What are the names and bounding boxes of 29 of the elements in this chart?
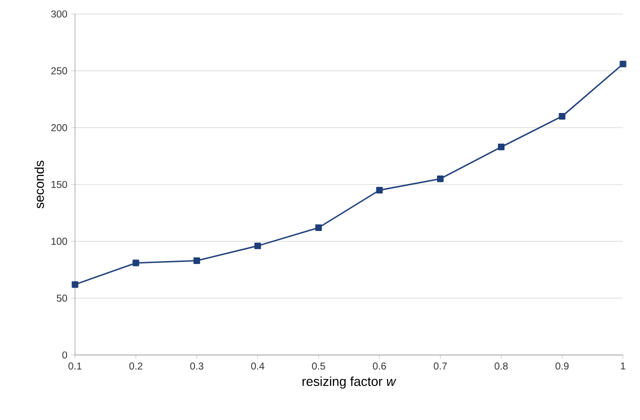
point xyxy=(254,242,261,250)
y-tick-label: 100 xyxy=(52,238,68,245)
x-tick-label: 0.9 xyxy=(556,362,569,370)
point xyxy=(376,186,383,194)
x-tick-label: 0.2 xyxy=(129,362,142,370)
point xyxy=(558,112,566,120)
y-axis-title: seconds xyxy=(34,160,44,208)
x-tick-label: 0.4 xyxy=(251,362,264,370)
point xyxy=(193,257,200,264)
y-tick-label: 200 xyxy=(51,124,68,132)
y-tick-label: 0 xyxy=(62,351,68,359)
point xyxy=(620,60,626,68)
x-tick-label: 0.1 xyxy=(68,362,82,370)
x-tick-label: 0.8 xyxy=(494,362,508,370)
point xyxy=(315,224,322,231)
x-tick-label: 0.5 xyxy=(312,362,326,370)
point xyxy=(498,144,505,150)
x-tick-label: 0.7 xyxy=(434,362,447,370)
point xyxy=(437,176,444,182)
y-tick-label: 300 xyxy=(51,10,68,18)
y-tick-label: 50 xyxy=(56,294,68,302)
y-tick-label: 150 xyxy=(52,180,68,188)
x-tick-label: 0.6 xyxy=(372,362,386,370)
y-tick-label: 250 xyxy=(51,67,68,74)
x-axis-title: resizing factor w xyxy=(302,376,396,389)
x-tick-label: 0.3 xyxy=(190,362,204,370)
x-tick-label: 1 xyxy=(620,362,626,370)
point xyxy=(72,281,78,288)
point xyxy=(132,260,140,266)
